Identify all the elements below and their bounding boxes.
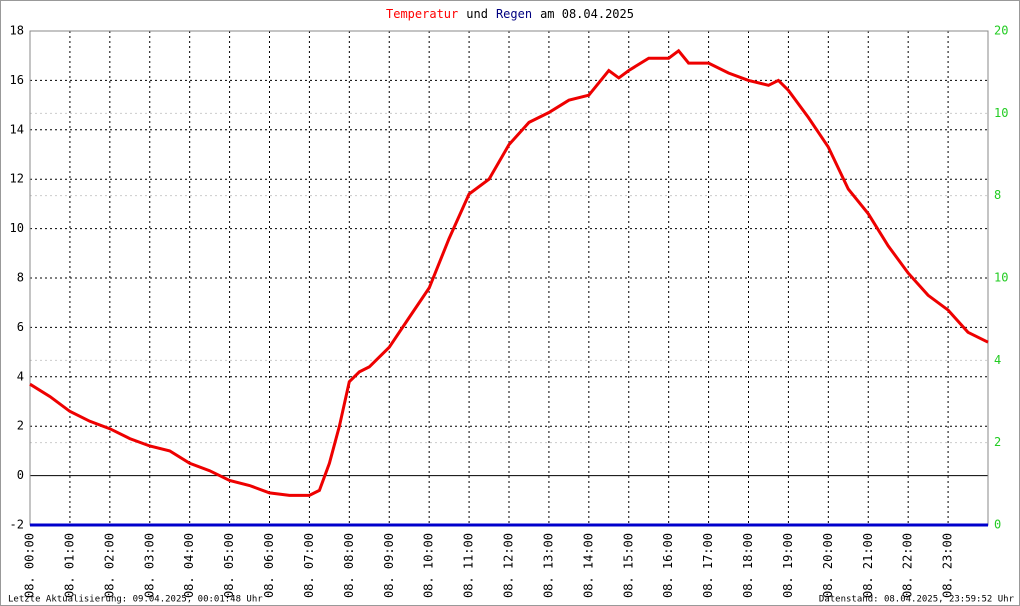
title-part: Regen (496, 7, 532, 21)
x-tick-label: 08. 13:00 (541, 533, 555, 598)
x-tick-label: 08. 17:00 (701, 533, 715, 598)
x-tick-label: 08. 02:00 (102, 533, 116, 598)
x-tick-label: 08. 07:00 (302, 533, 316, 598)
y2-tick-label: 8 (994, 188, 1001, 202)
y-tick-label: 0 (17, 468, 24, 482)
y2-tick-label: 10 (994, 271, 1008, 285)
x-tick-label: 08. 18:00 (741, 533, 755, 598)
y2-tick-label: 0 (994, 518, 1001, 532)
y-tick-label: 14 (10, 122, 24, 136)
title-part: und (466, 7, 488, 21)
chart-title: Temperatur und Regen am 08.04.2025 (386, 7, 634, 21)
x-tick-label: 08. 04:00 (182, 533, 196, 598)
y-tick-label: 4 (17, 369, 24, 383)
x-tick-label: 08. 06:00 (262, 533, 276, 598)
x-tick-label: 08. 22:00 (901, 533, 915, 598)
y2-tick-label: 10 (994, 106, 1008, 120)
y-tick-label: 12 (10, 172, 24, 186)
x-tick-label: 08. 12:00 (502, 533, 516, 598)
x-tick-label: 08. 14:00 (581, 533, 595, 598)
y-tick-label: 16 (10, 73, 24, 87)
x-tick-label: 08. 05:00 (222, 533, 236, 598)
x-tick-label: 08. 20:00 (821, 533, 835, 598)
x-tick-label: 08. 00:00 (23, 533, 37, 598)
title-part: am 08.04.2025 (540, 7, 634, 21)
footer-left: Letzte Aktualisierung: 09.04.2025, 00:01… (8, 595, 263, 605)
x-tick-label: 08. 10:00 (422, 533, 436, 598)
footer-right: Datenstand: 08.04.2025, 23:59:52 Uhr (819, 595, 1015, 605)
y-tick-label: 18 (10, 24, 24, 38)
x-tick-label: 08. 01:00 (62, 533, 76, 598)
x-tick-label: 08. 11:00 (462, 533, 476, 598)
y-tick-label: 6 (17, 320, 24, 334)
x-tick-label: 08. 16:00 (661, 533, 675, 598)
y2-tick-label: 2 (994, 435, 1001, 449)
x-tick-label: 08. 03:00 (142, 533, 156, 598)
x-tick-label: 08. 19:00 (781, 533, 795, 598)
series-line (29, 48, 989, 497)
y-tick-label: 10 (10, 221, 24, 235)
y-tick-label: 8 (17, 271, 24, 285)
y-tick-label: 2 (17, 419, 24, 433)
x-tick-label: 08. 15:00 (621, 533, 635, 598)
x-tick-label: 08. 23:00 (941, 533, 955, 598)
x-tick-label: 08. 21:00 (861, 533, 875, 598)
y2-tick-label: 4 (994, 353, 1001, 367)
x-tick-label: 08. 09:00 (382, 533, 396, 598)
x-tick-label: 08. 08:00 (342, 533, 356, 598)
title-part: Temperatur (386, 7, 458, 21)
y2-tick-label: 20 (994, 24, 1008, 38)
y-tick-label: -2 (10, 518, 24, 532)
